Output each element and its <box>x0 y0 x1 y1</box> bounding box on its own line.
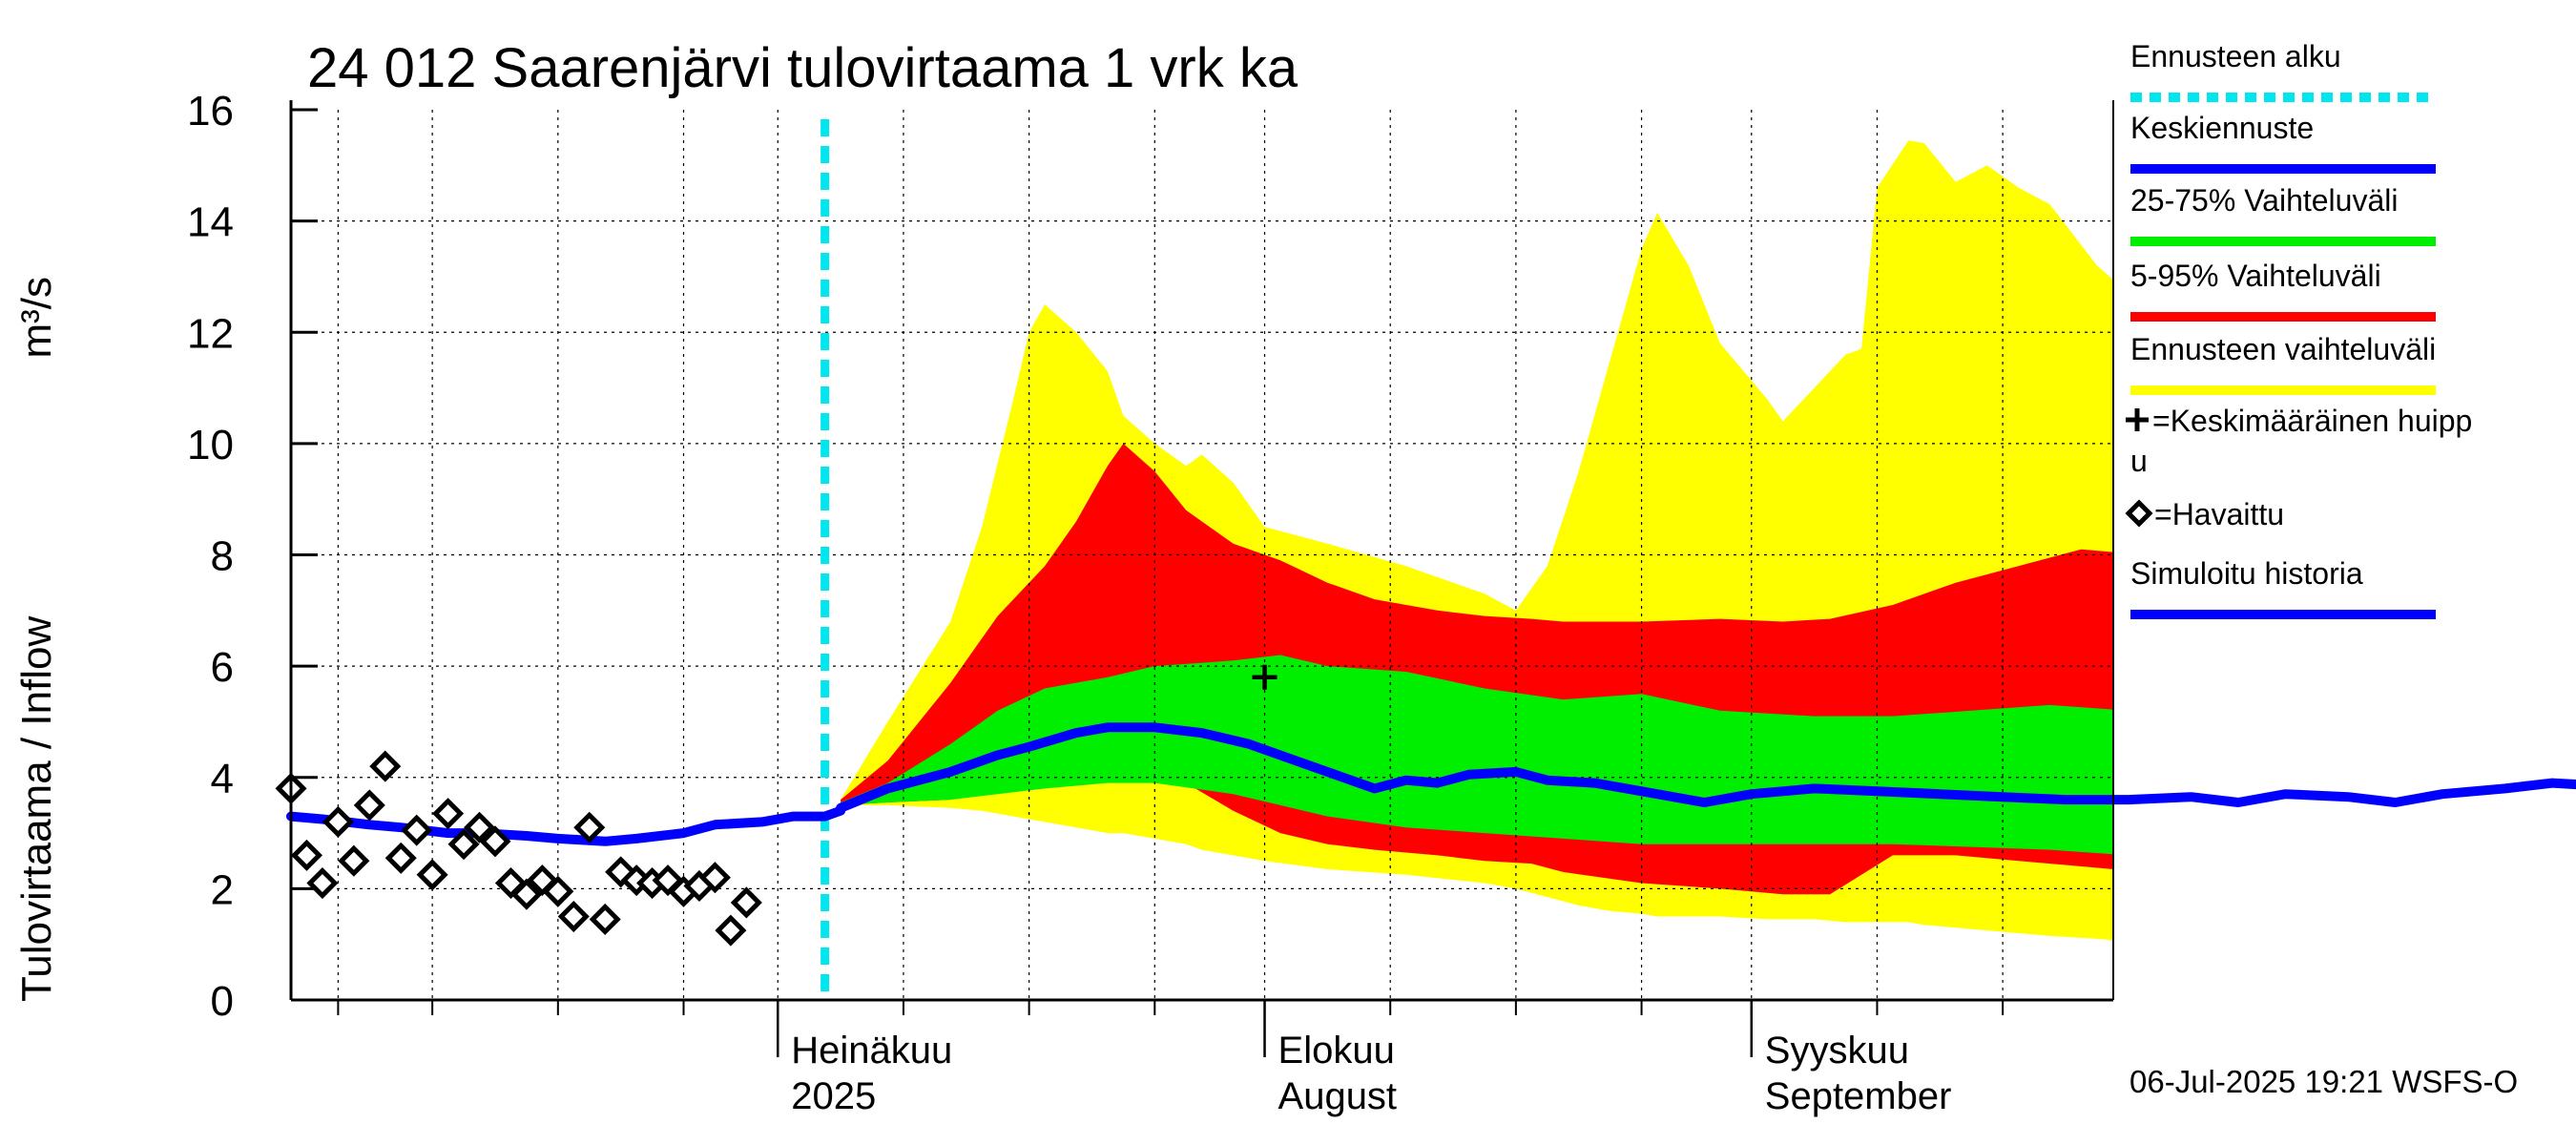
x-month-sublabel: August <box>1278 1075 1398 1117</box>
y-tick-label: 10 <box>187 422 234 468</box>
legend: Ennusteen alku Keskiennuste 25-75% Vaihtel… <box>2125 39 2472 619</box>
simulated-history-line <box>286 805 846 846</box>
legend-plus-icon <box>2126 408 2149 431</box>
y-tick-label: 2 <box>211 866 234 913</box>
legend-label: Keskiennuste <box>2130 111 2314 145</box>
chart-title: 24 012 Saarenjärvi tulovirtaama 1 vrk ka <box>307 37 1298 99</box>
observed-point <box>463 811 496 843</box>
legend-label: =Keskimääräinen huipp <box>2152 404 2472 438</box>
observed-point <box>589 903 621 935</box>
observed-point <box>432 798 465 830</box>
legend-label: Simuloitu historia <box>2130 556 2363 591</box>
legend-label: 5-95% Vaihteluväli <box>2130 259 2381 293</box>
y-tick-label: 14 <box>187 199 234 246</box>
observed-point <box>290 839 322 871</box>
observed-point <box>369 750 402 782</box>
observed-point <box>715 914 747 947</box>
timestamp: 06-Jul-2025 19:21 WSFS-O <box>2129 1064 2519 1099</box>
x-month-label: Heinäkuu <box>791 1030 952 1072</box>
observed-point <box>384 842 417 874</box>
y-tick-label: 12 <box>187 310 234 357</box>
legend-label: Ennusteen alku <box>2130 39 2341 73</box>
legend-label: Ennusteen vaihteluväli <box>2130 332 2436 366</box>
observed-point <box>447 828 480 861</box>
y-tick-label: 16 <box>187 88 234 135</box>
series-lines <box>286 119 2576 1000</box>
forecast-bands <box>841 140 2113 941</box>
observed-point <box>573 811 606 843</box>
mean-peak-plus <box>1252 664 1278 690</box>
legend-label: 25-75% Vaihteluväli <box>2130 183 2398 218</box>
observed-point <box>698 862 731 894</box>
observed-point <box>322 805 354 838</box>
observed-point <box>401 814 433 846</box>
x-month-sublabel: 2025 <box>791 1075 876 1117</box>
x-month-sublabel: September <box>1765 1075 1952 1117</box>
band-25-75 <box>841 655 2113 855</box>
x-month-label: Elokuu <box>1278 1030 1395 1072</box>
legend-label: =Havaittu <box>2154 497 2284 531</box>
grid-lines <box>291 110 2113 1000</box>
y-tick-label: 4 <box>211 756 234 802</box>
observed-point <box>306 867 339 900</box>
observed-point <box>510 878 543 910</box>
observed-point <box>479 825 511 858</box>
observed-point <box>542 875 574 907</box>
y-tick-label: 8 <box>211 533 234 580</box>
observed-point <box>353 789 385 822</box>
observed-point <box>416 859 448 891</box>
observed-point <box>338 844 370 877</box>
observation-marks <box>275 664 1278 947</box>
legend-label: u <box>2130 444 2148 478</box>
observed-point <box>557 900 590 933</box>
legend-diamond-icon <box>2125 499 2153 528</box>
x-month-label: Syyskuu <box>1765 1030 1909 1072</box>
y-tick-label: 0 <box>211 978 234 1025</box>
median-forecast-line <box>836 722 2576 813</box>
observed-point <box>730 886 762 919</box>
y-tick-label: 6 <box>211 644 234 691</box>
